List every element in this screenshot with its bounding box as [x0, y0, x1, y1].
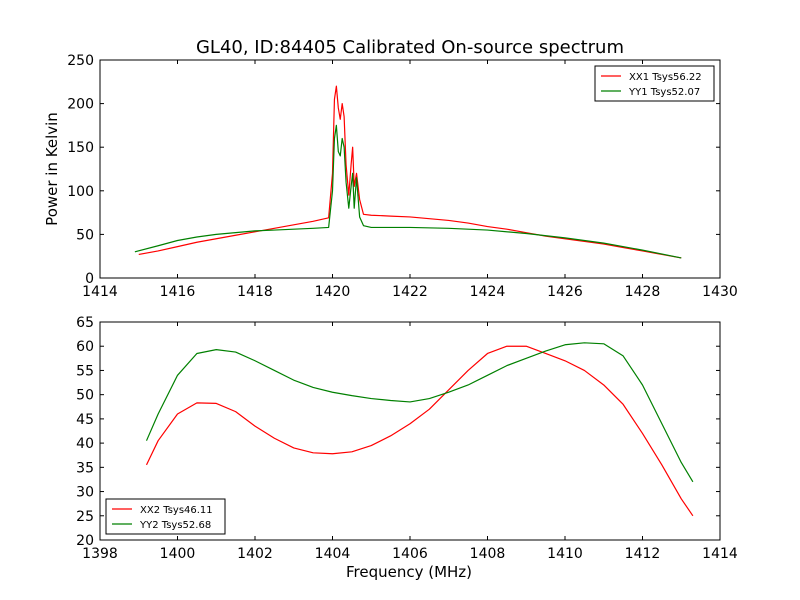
bottom-x-tick-label: 1398: [82, 546, 118, 562]
bottom-x-tick-label: 1410: [547, 546, 583, 562]
bottom-legend: XX2 Tsys46.11 YY2 Tsys52.68: [105, 498, 226, 535]
top-y-tick-label: 150: [67, 140, 94, 156]
bottom-x-axis-label: Frequency (MHz): [346, 563, 472, 581]
top-y-tick-label: 100: [67, 184, 94, 200]
bottom-legend-label-2: YY2 Tsys52.68: [139, 520, 211, 531]
bottom-x-tick-label: 1402: [237, 546, 273, 562]
chart-title: GL40, ID:84405 Calibrated On-source spec…: [196, 37, 624, 58]
top-legend-box: [594, 65, 715, 102]
bottom-y-tick-label: 60: [76, 339, 94, 355]
bottom-series-line-2: [145, 342, 694, 483]
top-x-tick-label: 1416: [160, 284, 196, 300]
bottom-y-tick-label: 25: [76, 509, 94, 525]
top-x-tick-label: 1414: [82, 284, 118, 300]
bottom-series-line-1: [145, 345, 694, 517]
top-y-tick-label: 0: [85, 271, 94, 287]
bottom-y-tick-label: 45: [76, 412, 94, 428]
charts-group: 1414 1416 1418 1420 1422 1424 1426 1428 14300501…: [43, 53, 738, 581]
top-y-tick-label: 250: [67, 53, 94, 69]
top-x-tick-label: 1424: [470, 284, 506, 300]
bottom-x-tick-label: 1414: [702, 546, 738, 562]
bottom-y-tick-label: 40: [76, 436, 94, 452]
bottom-y-tick-label: 55: [76, 363, 94, 379]
bottom-x-tick-label: 1404: [315, 546, 351, 562]
top-x-tick-label: 1420: [315, 284, 351, 300]
top-series-line-2: [134, 124, 682, 259]
top-chart: 1414 1416 1418 1420 1422 1424 1426 1428 1430 0 50 1…: [43, 53, 738, 300]
top-x-tick-label: 1428: [625, 284, 661, 300]
bottom-series-group: [145, 342, 694, 517]
top-legend: XX1 Tsys56.22 YY1 Tsys52.07: [594, 65, 715, 102]
bottom-y-tick-label: 65: [76, 315, 94, 331]
bottom-y-tick-label: 20: [76, 533, 94, 549]
bottom-x-tick-label: 1408: [470, 546, 506, 562]
top-y-tick-label: 50: [76, 227, 94, 243]
bottom-y-tick-label: 50: [76, 388, 94, 404]
bottom-y-tick-label: 30: [76, 485, 94, 501]
top-x-tick-label: 1418: [237, 284, 273, 300]
top-y-axis-label: Power in Kelvin: [43, 112, 61, 226]
bottom-x-tick-label: 1406: [392, 546, 428, 562]
top-legend-label-1: XX1 Tsys56.22: [629, 72, 702, 83]
top-series-group: [134, 85, 682, 259]
top-x-tick-label: 1430: [702, 284, 738, 300]
bottom-x-tick-label: 1400: [160, 546, 196, 562]
bottom-y-tick-label: 35: [76, 460, 94, 476]
bottom-x-tick-label: 1412: [625, 546, 661, 562]
bottom-legend-label-1: XX2 Tsys46.11: [140, 505, 213, 516]
top-x-tick-label: 1426: [547, 284, 583, 300]
top-y-tick-label: 200: [67, 97, 94, 113]
top-legend-label-2: YY1 Tsys52.07: [628, 87, 700, 98]
top-x-tick-label: 1422: [392, 284, 428, 300]
bottom-chart: 1398 1400 1402 1404 1406 1408 1410 1412 1414 20 25…: [76, 315, 738, 581]
bottom-legend-box: [105, 498, 226, 535]
